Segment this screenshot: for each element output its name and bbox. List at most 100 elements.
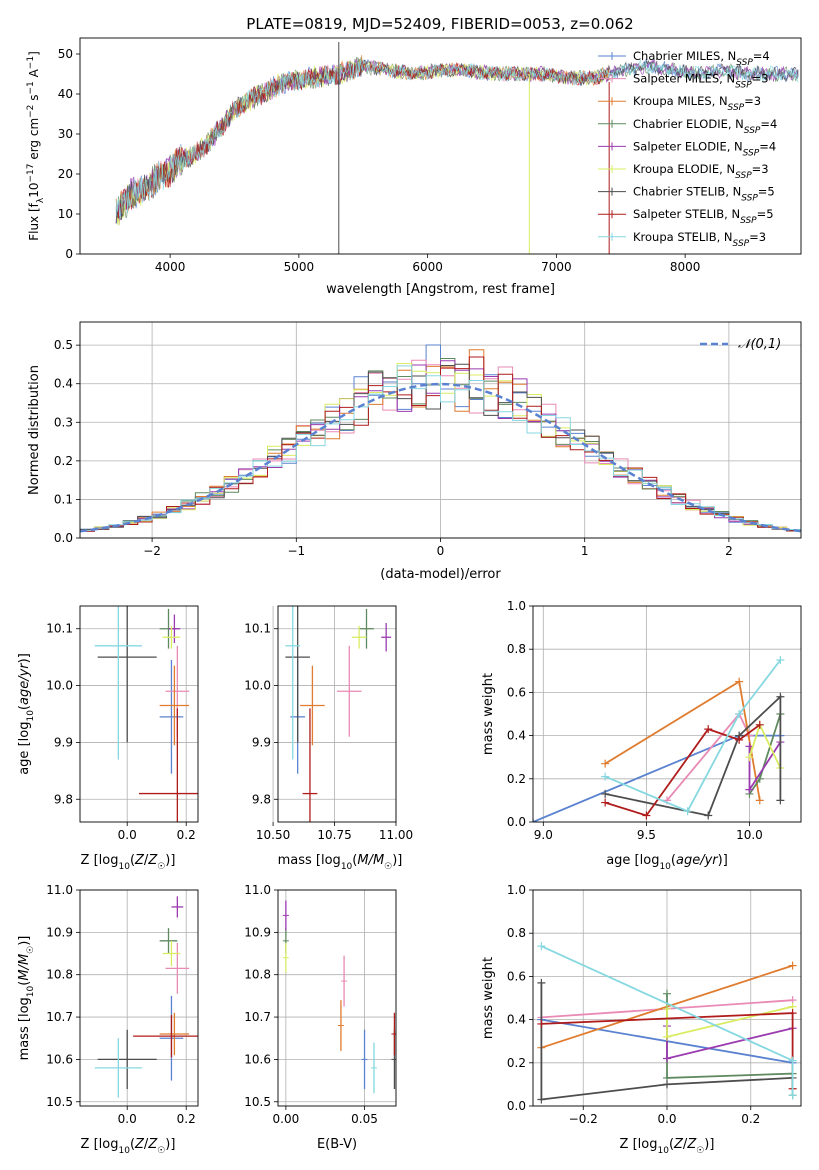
- x-axis-label: E(B-V): [317, 1137, 357, 1152]
- weight-marker-sa_stelib: [788, 1009, 797, 1018]
- y-tick-label: 0.0: [507, 815, 526, 829]
- x-axis-label: wavelength [Angstrom, rest frame]: [326, 282, 555, 297]
- legend-label: Kroupa ELODIE, NSSP=3: [633, 162, 769, 181]
- weight-marker-kr_stelib: [683, 807, 692, 816]
- y-tick-label: 0.5: [54, 338, 73, 352]
- weight-marker-ch_elodie: [663, 989, 671, 998]
- x-tick-label: 2: [725, 544, 733, 558]
- weight-marker-sa_stelib: [704, 725, 713, 734]
- x-tick-label: 0.0: [118, 828, 137, 842]
- plot-area: [285, 606, 392, 822]
- y-tick-label: 0.4: [507, 1013, 526, 1027]
- grid: [80, 889, 198, 1106]
- y-tick-label: 0.4: [54, 377, 73, 391]
- weight-marker-sa_elodie: [663, 1054, 671, 1063]
- x-tick-label: −0.2: [569, 1112, 598, 1126]
- spectrum-line-kr_elodie: [115, 59, 611, 226]
- y-tick-label: 10.8: [244, 968, 271, 982]
- plot-area: [533, 656, 785, 822]
- weight-marker-ch_stelib: [537, 1095, 546, 1104]
- y-tick-label: 10.8: [46, 968, 73, 982]
- legend-label: Salpeter STELIB, NSSP=5: [633, 207, 774, 226]
- plot-area: [94, 896, 198, 1098]
- axes-frame: [79, 889, 199, 1107]
- y-tick-label: 11.0: [244, 883, 271, 897]
- weight-marker-ch_stelib: [663, 1080, 671, 1089]
- x-axis-label: mass [log10(M/M☉)]: [278, 853, 403, 872]
- y-axis-label: Normed distribution: [27, 365, 42, 495]
- weight-marker-kr_stelib: [776, 656, 785, 664]
- y-tick-label: 0.8: [507, 926, 526, 940]
- x-tick-label: −2: [143, 544, 161, 558]
- grid: [80, 606, 198, 822]
- weight-line-ch_stelib: [605, 694, 782, 817]
- x-tick-label: 5000: [284, 260, 315, 274]
- y-tick-label: 9.9: [252, 735, 271, 749]
- panel-mass-vs-z: 0.0 0.2 10.5 10.6 10.7 10.8 10.9 11.0 Z [log10(Z…: [17, 883, 199, 1156]
- x-tick-label: 8000: [670, 260, 701, 274]
- x-axis-label: Z [log10(Z/Z☉)]: [620, 1137, 715, 1156]
- legend-label: Chabrier STELIB, NSSP=5: [633, 185, 775, 204]
- panel-spectrum: 4000 5000 6000 7000 8000 0 10 20 30 40 50 Flux [fλ1…: [26, 37, 802, 297]
- x-axis-label: Z [log10(Z/Z☉)]: [81, 853, 176, 872]
- x-tick-label: 0.2: [741, 1112, 760, 1126]
- weight-marker-kr_stelib: [537, 942, 546, 951]
- y-tick-label: 10.7: [244, 1010, 271, 1024]
- y-tick-label: 40: [58, 87, 73, 101]
- y-tick-label: 10.1: [244, 622, 271, 636]
- grid: [272, 606, 397, 822]
- panel-age-vs-mass: 10.50 10.75 11.00 9.8 9.9 10.0 10.1 mass [log10…: [244, 605, 413, 872]
- weight-marker-kr_miles: [735, 677, 744, 686]
- x-tick-label: 6000: [412, 260, 443, 274]
- axes-frame: [532, 605, 802, 823]
- y-tick-label: 10.0: [244, 679, 271, 693]
- panel-mass-vs-ebv: 0.00 0.05 10.5 10.6 10.7 10.8 10.9 11.0 E(B-V): [244, 883, 397, 1152]
- axes-frame: [277, 605, 397, 823]
- weight-marker-kr_elodie: [745, 753, 754, 762]
- x-tick-label: −1: [287, 544, 305, 558]
- x-tick-label: 10.50: [256, 828, 290, 842]
- y-tick-label: 0.2: [507, 1056, 526, 1070]
- weight-line-sa_elodie: [666, 1026, 793, 1060]
- y-tick-label: 50: [58, 47, 73, 61]
- weight-line-ch_stelib: [540, 982, 793, 1101]
- panel-weight-vs-z: −0.2 0.0 0.2 0.0 0.2 0.4 0.6 0.8 1.0 Z [log10(Z/Z…: [481, 883, 802, 1156]
- weight-marker-kr_miles: [601, 759, 610, 768]
- weight-marker-sa_stelib: [735, 735, 744, 744]
- y-tick-label: 10.0: [46, 679, 73, 693]
- legend-label: Chabrier MILES, NSSP=4: [633, 49, 770, 68]
- axes-frame: [532, 889, 802, 1107]
- weight-marker-sa_stelib: [755, 720, 764, 729]
- y-tick-label: 0.4: [507, 729, 526, 743]
- x-tick-label: 0.0: [118, 1112, 137, 1126]
- y-tick-label: 10.7: [46, 1010, 73, 1024]
- y-tick-label: 20: [58, 167, 73, 181]
- y-axis-label: mass weight: [481, 673, 496, 755]
- legend-label: Salpeter MILES, NSSP=3: [633, 72, 769, 91]
- y-tick-label: 0.8: [507, 642, 526, 656]
- x-tick-label: 0.0: [657, 1112, 676, 1126]
- x-tick-label: 9.5: [637, 828, 656, 842]
- x-tick-label: 1: [581, 544, 589, 558]
- weight-marker-ch_stelib: [776, 692, 785, 701]
- axes-frame: [79, 37, 802, 255]
- weight-marker-kr_stelib: [735, 710, 744, 718]
- weight-marker-kr_stelib: [601, 772, 610, 781]
- x-tick-label: 0.00: [273, 1112, 300, 1126]
- weight-marker-sa_stelib: [642, 811, 651, 820]
- x-tick-label: 11.00: [379, 828, 413, 842]
- y-tick-label: 10.5: [46, 1095, 73, 1109]
- weight-marker-kr_miles: [788, 961, 797, 970]
- panel-residuals: −2 −1 0 1 2 0.0 0.1 0.2 0.3 0.4 0.5 𝒩(0,1) (data-mod…: [27, 321, 802, 582]
- weight-marker-kr_elodie: [663, 1032, 671, 1041]
- plot-area: [94, 606, 198, 822]
- weight-marker-ch_stelib: [537, 978, 546, 987]
- y-tick-label: 0: [65, 247, 73, 261]
- legend-label: Kroupa MILES, NSSP=3: [633, 94, 761, 113]
- y-axis-label: mass weight: [481, 957, 496, 1039]
- y-tick-label: 11.0: [46, 883, 73, 897]
- x-tick-label: 0.05: [351, 1112, 378, 1126]
- y-tick-label: 0.2: [507, 772, 526, 786]
- y-tick-label: 9.9: [54, 735, 73, 749]
